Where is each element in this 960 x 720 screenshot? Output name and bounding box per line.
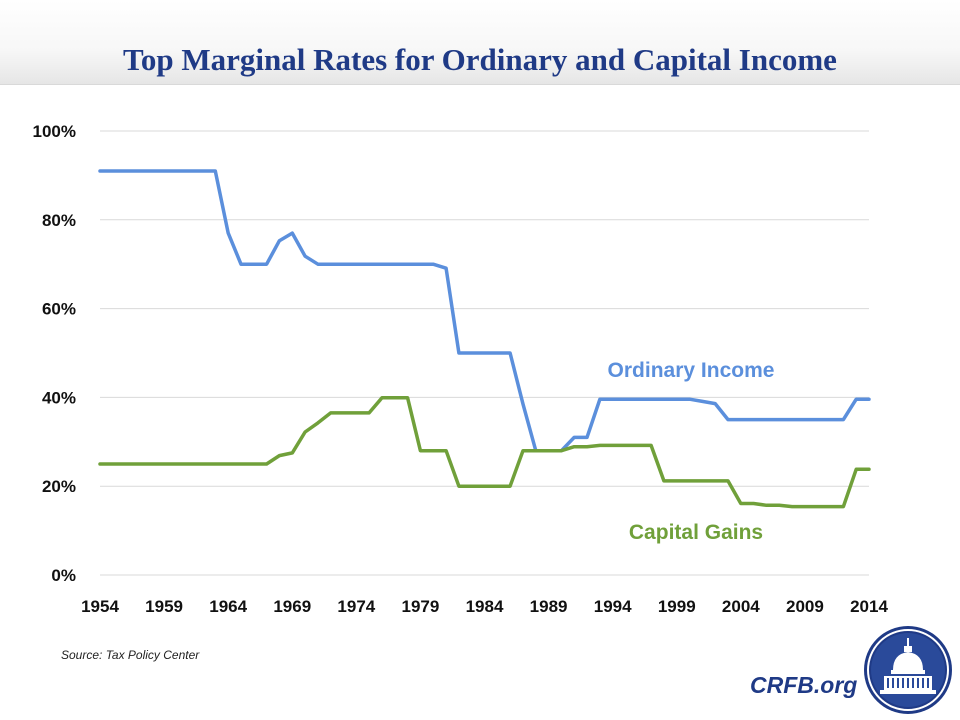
series-labels: Ordinary Income Capital Gains — [608, 359, 775, 544]
series-line-ordinary-income — [98, 169, 871, 453]
x-tick-label: 1969 — [273, 597, 311, 616]
source-note: Source: Tax Policy Center — [61, 648, 200, 662]
capitol-dome-seal-icon — [864, 626, 952, 714]
x-tick-label: 1954 — [81, 597, 119, 616]
y-tick-label: 40% — [42, 388, 76, 407]
y-tick-label: 100% — [33, 122, 76, 141]
x-tick-label: 2009 — [786, 597, 824, 616]
series-lines — [98, 169, 871, 509]
y-tick-label: 20% — [42, 477, 76, 496]
page-title: Top Marginal Rates for Ordinary and Capi… — [123, 42, 837, 77]
x-tick-label: 1974 — [337, 597, 375, 616]
grid-lines — [100, 130, 869, 576]
x-axis-tick-labels: 1954 1959 1964 1969 1974 1979 1984 1989 1994 1999… — [81, 597, 888, 616]
x-tick-label: 2014 — [850, 597, 888, 616]
x-tick-label: 1984 — [466, 597, 504, 616]
y-tick-label: 0% — [51, 566, 76, 585]
y-tick-label: 80% — [42, 211, 76, 230]
y-tick-label: 60% — [42, 300, 76, 319]
y-axis-tick-labels: 0% 20% 40% 60% 80% 100% — [33, 122, 76, 585]
x-tick-label: 1979 — [402, 597, 440, 616]
series-line-capital-gains — [98, 396, 871, 509]
series-label-ordinary-income: Ordinary Income — [608, 359, 775, 382]
x-tick-label: 1999 — [658, 597, 696, 616]
series-label-capital-gains: Capital Gains — [629, 521, 763, 544]
x-tick-label: 1989 — [530, 597, 568, 616]
title-band — [0, 0, 960, 85]
x-tick-label: 1964 — [209, 597, 247, 616]
x-tick-label: 1994 — [594, 597, 632, 616]
x-tick-label: 2004 — [722, 597, 760, 616]
site-label: CRFB.org — [750, 672, 858, 698]
x-tick-label: 1959 — [145, 597, 183, 616]
